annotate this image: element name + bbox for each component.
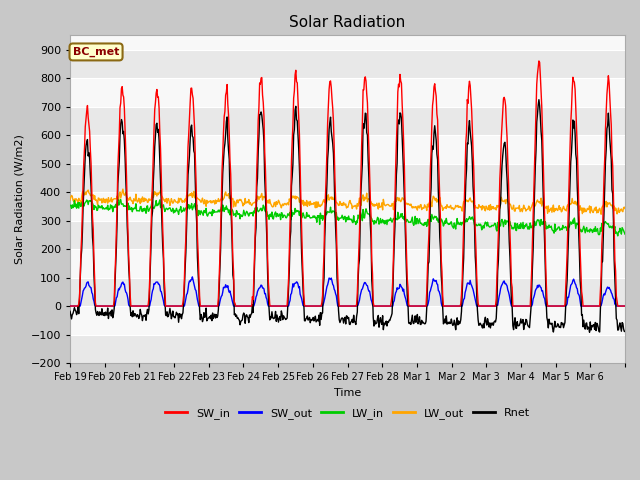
Rnet [67,309,74,314]
SW_in [261,149,269,155]
Bar [70,249,625,277]
LW_out [234,200,242,206]
LW_in [234,212,242,217]
SW_out [406,303,413,309]
Title: Solar Radiation: Solar Radiation [289,15,406,30]
LW_in [614,233,621,239]
Rnet [586,329,593,335]
Rnet [436,234,444,240]
Bar [70,135,625,164]
SW_in [282,303,289,309]
LW_out [406,202,413,208]
LW_out [67,197,74,203]
Rnet [234,315,241,321]
LW_in [262,209,269,215]
Rnet [535,97,543,103]
Legend: SW_in, SW_out, LW_in, LW_out, Rnet: SW_in, SW_out, LW_in, LW_out, Rnet [161,403,535,423]
SW_in [67,303,74,309]
LW_out [119,186,127,192]
SW_out [621,303,629,309]
SW_out [283,303,291,309]
SW_in [131,303,139,309]
LW_out [621,206,629,212]
Line: LW_out: LW_out [70,189,625,214]
SW_in [535,58,543,64]
Bar [70,335,625,363]
X-axis label: Time: Time [334,388,361,397]
SW_out [67,303,74,309]
Bar [70,220,625,249]
SW_in [621,303,629,309]
Rnet [282,317,289,323]
SW_out [234,303,242,309]
LW_in [436,220,444,226]
Line: SW_out: SW_out [70,277,625,306]
Bar [70,164,625,192]
Bar [70,192,625,220]
SW_out [189,274,196,280]
SW_out [436,294,444,300]
Bar [70,49,625,78]
Rnet [131,311,139,317]
Y-axis label: Solar Radiation (W/m2): Solar Radiation (W/m2) [15,134,25,264]
LW_in [283,215,291,221]
LW_in [406,219,413,225]
LW_in [67,202,74,208]
Bar [70,306,625,335]
Bar [70,78,625,107]
Bar [70,107,625,135]
Line: LW_in: LW_in [70,200,625,236]
LW_in [114,197,122,203]
SW_in [436,197,444,203]
SW_in [234,303,241,309]
Text: BC_met: BC_met [73,47,119,57]
Line: SW_in: SW_in [70,61,625,306]
LW_out [132,192,140,197]
SW_in [405,301,413,307]
SW_out [262,291,269,297]
Line: Rnet: Rnet [70,100,625,332]
Rnet [405,320,413,326]
SW_out [131,303,139,309]
LW_out [262,195,269,201]
Rnet [621,329,629,335]
LW_out [436,200,444,206]
LW_in [621,231,629,237]
LW_out [597,211,605,217]
Rnet [261,175,269,180]
LW_in [132,201,140,206]
LW_out [283,202,291,208]
Bar [70,277,625,306]
